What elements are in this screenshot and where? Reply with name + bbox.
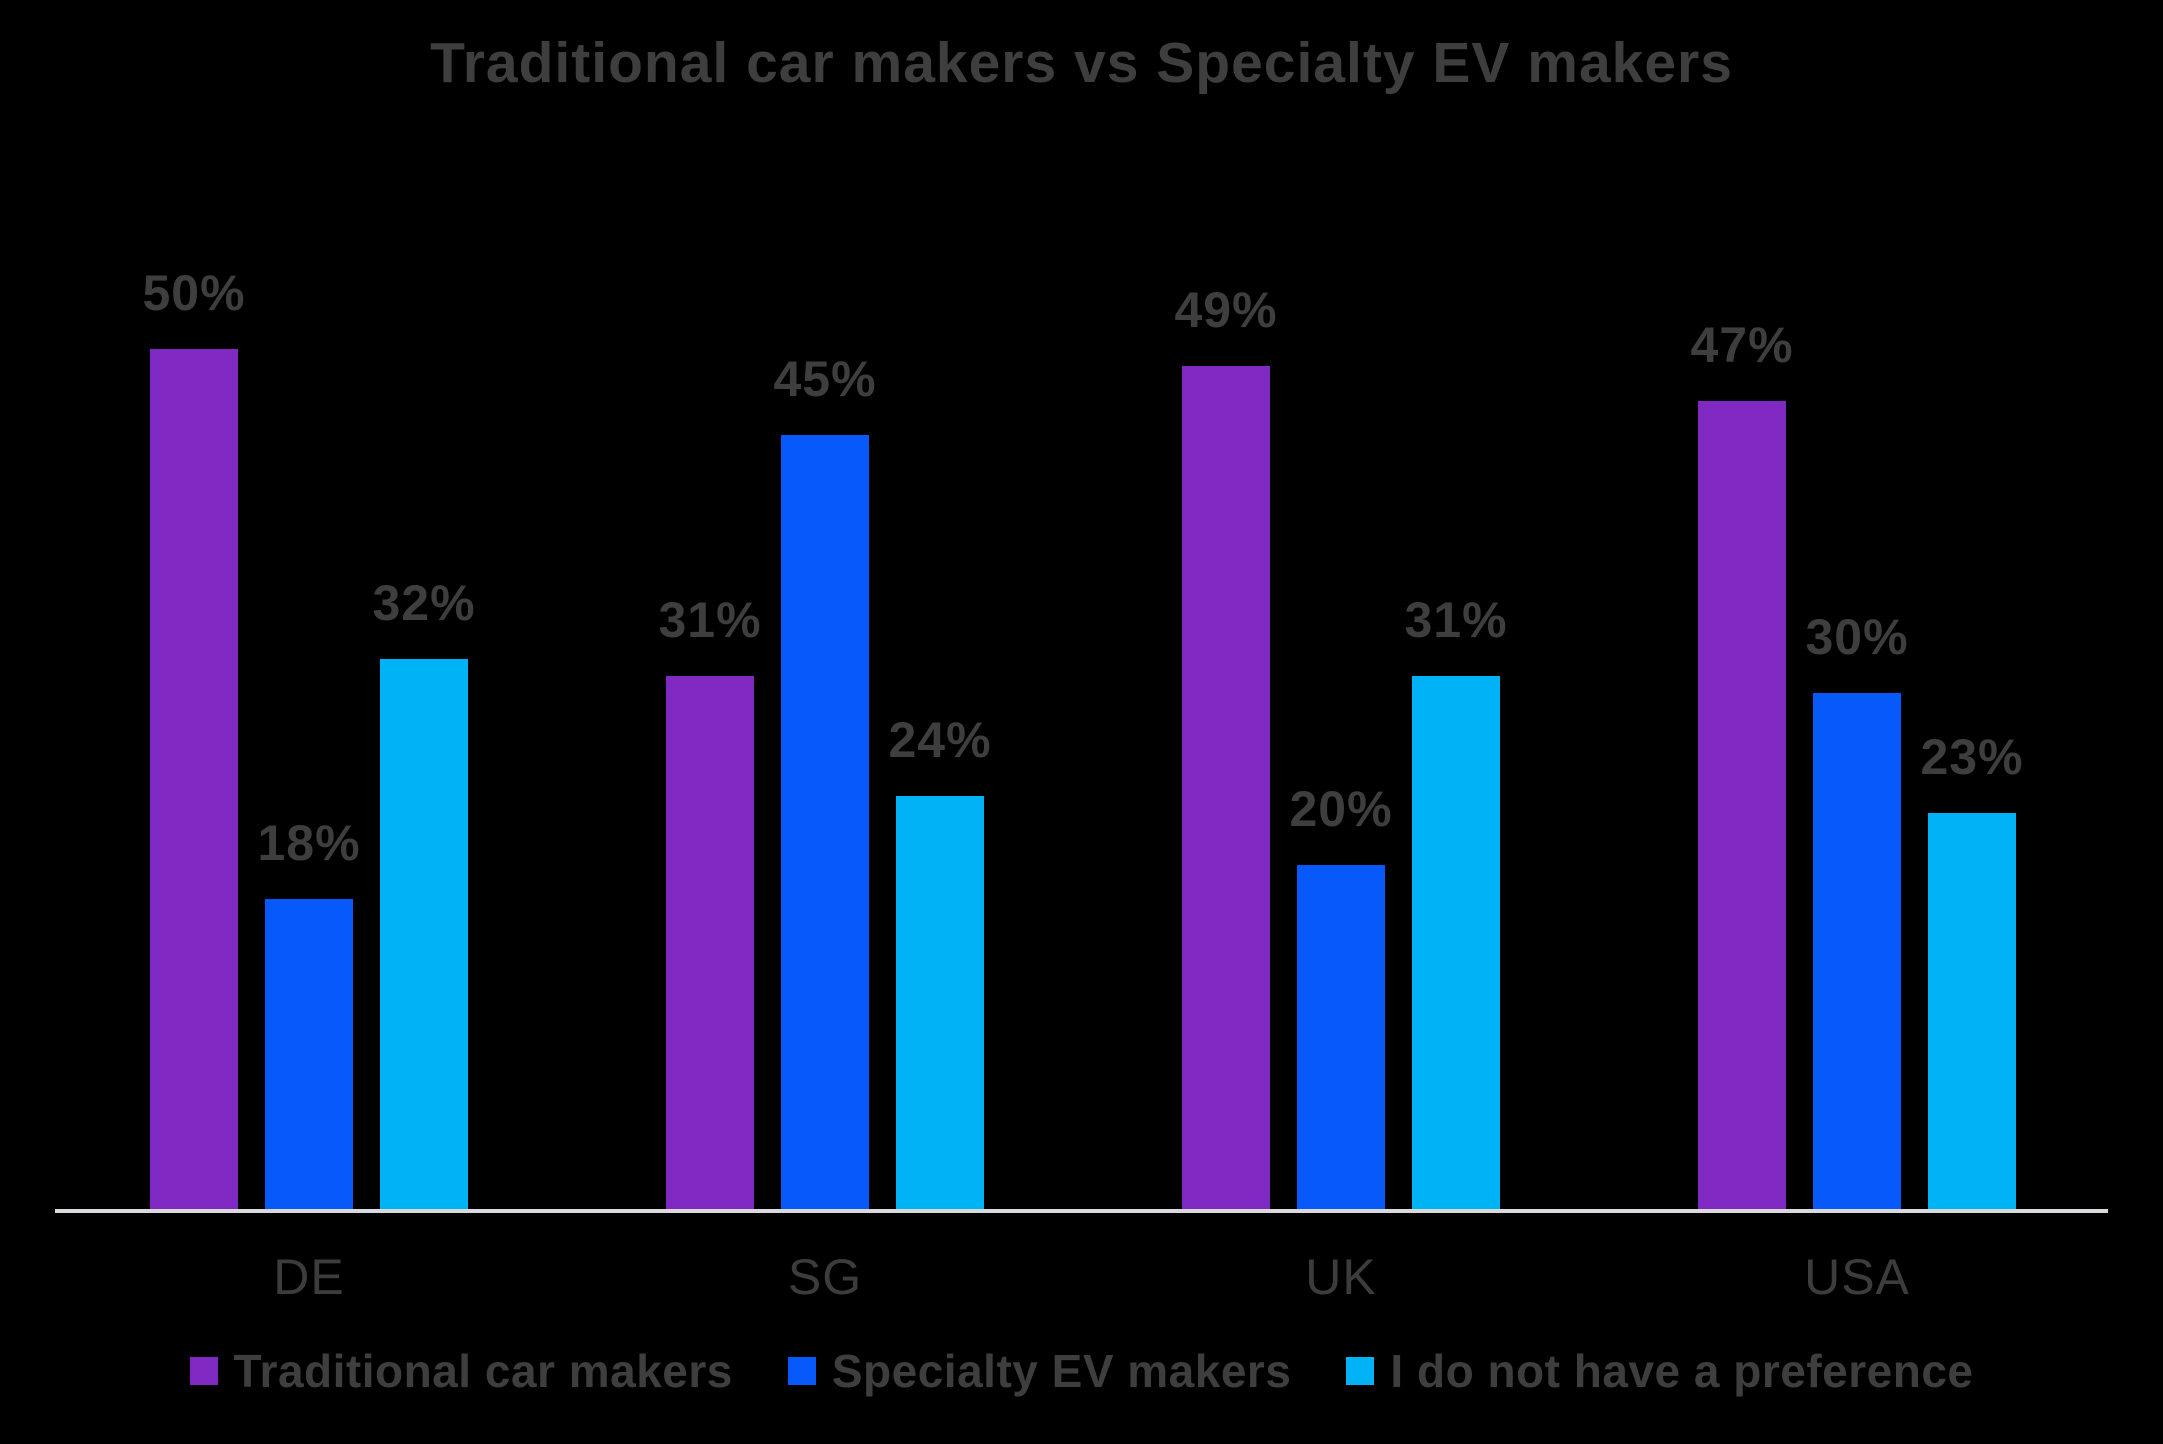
- value-label-sg-specialty-ev-makers: 45%: [773, 351, 877, 407]
- value-label-sg-i-do-not-have-a-preference: 24%: [888, 712, 992, 768]
- bar-uk-i-do-not-have-a-preference: [1412, 676, 1500, 1209]
- plot-area: 50% 18% 32% 31% 45% 24% 49% 20% 31% 47% 30% 23%: [142, 265, 2024, 1209]
- bar-usa-i-do-not-have-a-preference: [1928, 813, 2016, 1209]
- bar-sg-traditional-car-makers: [666, 676, 754, 1209]
- chart-title: Traditional car makers vs Specialty EV m…: [430, 31, 1733, 95]
- value-label-de-i-do-not-have-a-preference: 32%: [372, 575, 476, 631]
- bar-de-i-do-not-have-a-preference: [380, 659, 468, 1209]
- x-axis-line: [55, 1209, 2108, 1213]
- x-axis-label-usa: USA: [1804, 1249, 1910, 1305]
- value-label-uk-i-do-not-have-a-preference: 31%: [1404, 592, 1508, 648]
- bar-de-specialty-ev-makers: [265, 899, 353, 1209]
- value-label-de-specialty-ev-makers: 18%: [257, 815, 361, 871]
- legend: Traditional car makers Specialty EV maker…: [0, 1344, 2163, 1398]
- legend-label: Traditional car makers: [233, 1345, 733, 1397]
- value-label-usa-specialty-ev-makers: 30%: [1805, 609, 1909, 665]
- value-label-uk-specialty-ev-makers: 20%: [1289, 781, 1393, 837]
- x-axis-label-sg: SG: [787, 1249, 863, 1305]
- legend-label: Specialty EV makers: [831, 1345, 1292, 1397]
- x-axis: DE SG UK USA: [0, 1248, 2163, 1318]
- value-label-sg-traditional-car-makers: 31%: [658, 592, 762, 648]
- bar-usa-traditional-car-makers: [1698, 401, 1786, 1209]
- legend-item-i-do-not-have-a-preference: I do not have a preference: [1346, 1344, 1973, 1398]
- legend-label: I do not have a preference: [1390, 1345, 1974, 1397]
- bar-usa-specialty-ev-makers: [1813, 693, 1901, 1209]
- bar-sg-specialty-ev-makers: [781, 435, 869, 1209]
- legend-item-specialty-ev-makers: Specialty EV makers: [787, 1344, 1292, 1398]
- value-label-uk-traditional-car-makers: 49%: [1174, 282, 1278, 338]
- bar-uk-traditional-car-makers: [1182, 366, 1270, 1209]
- bar-de-traditional-car-makers: [150, 349, 238, 1209]
- x-axis-label-uk: UK: [1305, 1249, 1377, 1305]
- value-label-usa-traditional-car-makers: 47%: [1690, 317, 1794, 373]
- legend-swatch-icon: [1346, 1357, 1375, 1385]
- legend-swatch-icon: [787, 1357, 816, 1385]
- bar-uk-specialty-ev-makers: [1297, 865, 1385, 1209]
- value-label-de-traditional-car-makers: 50%: [142, 265, 246, 321]
- legend-swatch-icon: [189, 1357, 218, 1385]
- x-axis-label-de: DE: [273, 1249, 345, 1305]
- value-label-usa-i-do-not-have-a-preference: 23%: [1920, 729, 2024, 785]
- legend-item-traditional-car-makers: Traditional car makers: [189, 1344, 733, 1398]
- bar-sg-i-do-not-have-a-preference: [896, 796, 984, 1209]
